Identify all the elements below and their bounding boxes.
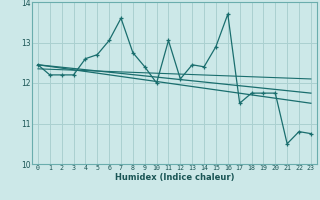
X-axis label: Humidex (Indice chaleur): Humidex (Indice chaleur)	[115, 173, 234, 182]
